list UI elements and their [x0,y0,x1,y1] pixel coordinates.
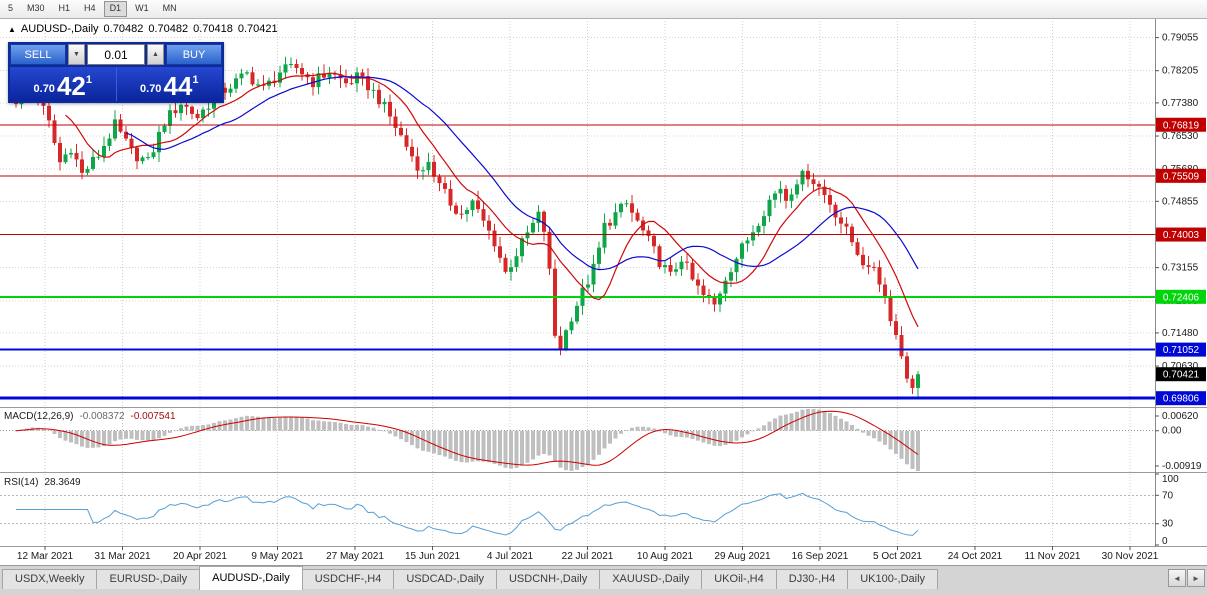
sell-button[interactable]: SELL [10,44,66,65]
macd-main-value: -0.008372 [79,411,125,422]
timeframe-button-d1[interactable]: D1 [103,1,128,17]
svg-text:0.71052: 0.71052 [1163,345,1200,356]
svg-text:29 Aug 2021: 29 Aug 2021 [714,551,771,562]
tab-scroll-left-icon[interactable]: ◄ [1168,569,1186,587]
svg-text:0.73155: 0.73155 [1162,263,1199,274]
timeframe-button-5[interactable]: 5 [8,3,14,13]
one-click-trading-panel: SELL ▼ ▲ BUY 0.70 42 1 0.70 44 1 [8,42,224,103]
ma-slow-line [125,76,919,271]
svg-text:0.76530: 0.76530 [1162,131,1199,142]
volume-input[interactable] [87,44,145,65]
macd-name: MACD(12,26,9) [4,411,74,422]
timeframe-button-m30[interactable]: M30 [27,3,45,13]
macd-pane: 0.00620 0.00 -0.00919 [0,409,1202,472]
sell-price-display[interactable]: 0.70 42 1 [10,67,117,101]
svg-text:0.79055: 0.79055 [1162,33,1199,44]
svg-text:16 Sep 2021: 16 Sep 2021 [792,551,849,562]
svg-text:0.75509: 0.75509 [1163,171,1200,182]
svg-text:0.74855: 0.74855 [1162,196,1199,207]
svg-text:20 Apr 2021: 20 Apr 2021 [173,551,227,562]
horizontal-level-lines [0,124,1155,400]
svg-text:0.00620: 0.00620 [1162,411,1199,422]
chart-tab-usdxweekly[interactable]: USDX,Weekly [2,569,98,590]
ma-fast-line [65,72,919,328]
buy-price-figure: 0.70 [140,83,162,95]
ohlc-close: 0.70421 [237,23,278,35]
rsi-indicator-header: RSI(14) 28.3649 [4,477,87,488]
svg-text:0.78205: 0.78205 [1162,66,1199,77]
tab-scroll-right-icon[interactable]: ► [1187,569,1205,587]
svg-text:0.77380: 0.77380 [1162,98,1199,109]
svg-text:31 Mar 2021: 31 Mar 2021 [94,551,151,562]
svg-text:-0.00919: -0.00919 [1162,461,1202,472]
chart-symbol-icon: ▲ [8,25,16,34]
svg-text:4 Jul 2021: 4 Jul 2021 [487,551,534,562]
svg-text:0.69806: 0.69806 [1163,394,1200,405]
chart-tab-usdcaddaily[interactable]: USDCAD-,Daily [393,569,497,590]
chart-tab-eurusddaily[interactable]: EURUSD-,Daily [96,569,201,590]
svg-text:10 Aug 2021: 10 Aug 2021 [637,551,694,562]
svg-text:0.00: 0.00 [1162,426,1182,437]
svg-text:22 Jul 2021: 22 Jul 2021 [562,551,614,562]
timeframe-toolbar: 5 M30 H1 H4 D1 W1 MN [0,0,1207,19]
rsi-value: 28.3649 [44,477,81,488]
svg-text:9 May 2021: 9 May 2021 [251,551,304,562]
price-badges: 0.76819 0.75509 0.74003 0.72406 0.71052 0.698… [1156,117,1206,406]
ohlc-open: 0.70482 [103,23,144,35]
chart-tab-audusddaily[interactable]: AUDUSD-,Daily [199,566,303,590]
macd-signal-value: -0.007541 [130,411,176,422]
ohlc-high: 0.70482 [148,23,189,35]
timeframe-button-w1[interactable]: W1 [135,3,149,13]
svg-text:0: 0 [1162,536,1168,547]
buy-price-point: 1 [192,74,199,86]
chart-tab-usdcnhdaily[interactable]: USDCNH-,Daily [495,569,601,590]
svg-text:0.74003: 0.74003 [1163,230,1200,241]
chart-tab-xauusddaily[interactable]: XAUUSD-,Daily [599,569,703,590]
timeframe-button-mn[interactable]: MN [162,3,177,13]
svg-text:0.72406: 0.72406 [1163,292,1200,303]
chart-tab-ukoilh4[interactable]: UKOil-,H4 [701,569,777,590]
rsi-name: RSI(14) [4,477,39,488]
chart-tabbar: USDX,Weekly EURUSD-,Daily AUDUSD-,Daily USD… [0,565,1207,590]
sell-price-figure: 0.70 [33,83,55,95]
rsi-pane: 100 70 30 0 [0,473,1179,547]
buy-price-pips: 44 [163,71,193,101]
chart-window: 0.790550.782050.773800.765300.756800.748… [0,19,1207,565]
svg-text:5 Oct 2021: 5 Oct 2021 [873,551,922,562]
candles [14,56,920,398]
price-chart-canvas[interactable]: 0.790550.782050.773800.765300.756800.748… [0,19,1207,565]
svg-text:30: 30 [1162,519,1174,530]
time-axis: 12 Mar 2021 31 Mar 2021 20 Apr 2021 9 May 2… [17,546,1159,562]
svg-text:0.76819: 0.76819 [1163,120,1200,131]
chart-symbol-period: AUDUSD-,Daily [20,23,99,35]
volume-increase-button[interactable]: ▲ [147,44,164,65]
svg-text:11 Nov 2021: 11 Nov 2021 [1025,551,1081,562]
svg-text:100: 100 [1162,474,1179,485]
svg-text:0.70630: 0.70630 [1162,361,1199,372]
svg-text:70: 70 [1162,490,1174,501]
svg-text:30 Nov 2021: 30 Nov 2021 [1102,551,1159,562]
volume-decrease-button[interactable]: ▼ [68,44,85,65]
svg-text:0.71480: 0.71480 [1162,328,1199,339]
tab-scroll-buttons: ◄ ► [1168,569,1205,587]
buy-price-display[interactable]: 0.70 44 1 [117,67,223,101]
svg-text:27 May 2021: 27 May 2021 [326,551,384,562]
svg-text:15 Jun 2021: 15 Jun 2021 [405,551,460,562]
chart-tab-dj30h4[interactable]: DJ30-,H4 [775,569,849,590]
chart-tab-uk100daily[interactable]: UK100-,Daily [847,569,939,590]
chart-title: ▲ AUDUSD-,Daily 0.70482 0.70482 0.70418 0.704… [8,23,283,35]
buy-button[interactable]: BUY [166,44,222,65]
svg-text:0.70421: 0.70421 [1163,370,1200,381]
timeframe-button-h4[interactable]: H4 [84,3,96,13]
sell-price-pips: 42 [56,71,86,101]
status-strip [0,589,1207,595]
ohlc-low: 0.70418 [193,23,233,35]
timeframe-button-h1[interactable]: H1 [58,3,71,13]
svg-text:12 Mar 2021: 12 Mar 2021 [17,551,74,562]
sell-price-point: 1 [85,74,92,86]
macd-indicator-header: MACD(12,26,9) -0.008372 -0.007541 [4,411,182,422]
svg-text:24 Oct 2021: 24 Oct 2021 [948,551,1003,562]
chart-tab-usdchfh4[interactable]: USDCHF-,H4 [301,569,395,590]
